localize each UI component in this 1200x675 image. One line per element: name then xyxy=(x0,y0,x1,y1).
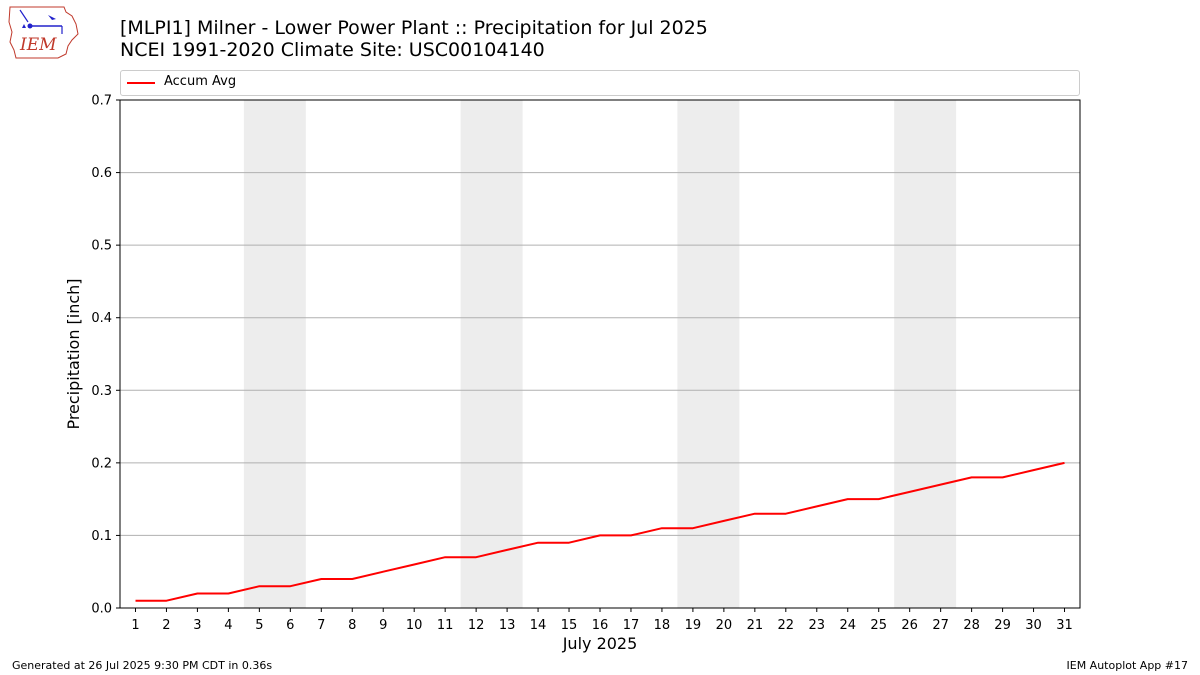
x-axis-ticks: 1 2 3 4 5 6 7 8 9 10 11 12 13 14 15 16 17 18 19 20 21 22 23 24 2… xyxy=(131,608,1073,633)
weekend-shading xyxy=(243,100,957,608)
y-tick-label: 0.1 xyxy=(91,529,112,544)
x-tick-label: 17 xyxy=(623,618,640,633)
legend-swatch-accum-avg xyxy=(127,82,155,84)
x-tick-label: 20 xyxy=(716,618,733,633)
generated-timestamp: Generated at 26 Jul 2025 9:30 PM CDT in … xyxy=(12,659,273,672)
y-axis-label: Precipitation [inch] xyxy=(64,278,83,429)
x-tick-label: 31 xyxy=(1056,618,1073,633)
y-tick-label: 0.3 xyxy=(91,384,112,399)
y-axis-ticks: 0.0 0.1 0.2 0.3 0.4 0.5 0.6 0.7 xyxy=(91,94,120,617)
x-tick-label: 9 xyxy=(379,618,387,633)
x-tick-label: 16 xyxy=(592,618,609,633)
x-tick-label: 7 xyxy=(317,618,325,633)
y-tick-label: 0.6 xyxy=(91,166,112,181)
series-line-accum-avg xyxy=(135,461,1065,602)
x-tick-label: 18 xyxy=(654,618,671,633)
iem-logo: IEM xyxy=(8,6,79,59)
x-tick-label: 5 xyxy=(255,618,263,633)
x-tick-label: 1 xyxy=(131,618,139,633)
x-tick-label: 11 xyxy=(437,618,454,633)
autoplot-app-id: IEM Autoplot App #17 xyxy=(1066,659,1189,672)
x-tick-label: 30 xyxy=(1025,618,1042,633)
x-tick-label: 12 xyxy=(468,618,485,633)
chart-subtitle: NCEI 1991-2020 Climate Site: USC00104140 xyxy=(120,39,545,61)
weekend-band xyxy=(243,100,306,608)
y-tick-label: 0.5 xyxy=(91,239,112,254)
legend-label-accum-avg: Accum Avg xyxy=(164,74,237,89)
x-tick-label: 29 xyxy=(994,618,1011,633)
x-tick-label: 19 xyxy=(685,618,702,633)
weekend-band xyxy=(460,100,523,608)
x-tick-label: 15 xyxy=(561,618,578,633)
x-tick-label: 13 xyxy=(499,618,516,633)
weekend-band xyxy=(677,100,740,608)
y-tick-label: 0.2 xyxy=(91,456,112,471)
x-tick-label: 27 xyxy=(932,618,949,633)
legend: Accum Avg xyxy=(120,70,1080,96)
x-tick-label: 25 xyxy=(870,618,887,633)
precipitation-chart: 1 2 3 4 5 6 7 8 9 10 11 12 13 14 15 16 17 18 19 20 21 22 23 24 2… xyxy=(64,94,1081,653)
x-tick-label: 21 xyxy=(747,618,764,633)
y-tick-label: 0.4 xyxy=(91,311,112,326)
x-tick-label: 2 xyxy=(162,618,170,633)
x-tick-label: 3 xyxy=(193,618,201,633)
x-tick-label: 10 xyxy=(406,618,423,633)
x-tick-label: 4 xyxy=(224,618,232,633)
x-tick-label: 26 xyxy=(901,618,918,633)
y-tick-label: 0.7 xyxy=(91,94,112,109)
y-tick-label: 0.0 xyxy=(91,602,112,617)
x-tick-label: 24 xyxy=(839,618,856,633)
x-tick-label: 22 xyxy=(778,618,795,633)
x-tick-label: 14 xyxy=(530,618,547,633)
x-tick-label: 6 xyxy=(286,618,294,633)
x-axis-label: July 2025 xyxy=(562,634,638,653)
series-layer xyxy=(135,461,1065,602)
x-tick-label: 23 xyxy=(809,618,826,633)
x-tick-label: 28 xyxy=(963,618,980,633)
chart-title: [MLPI1] Milner - Lower Power Plant :: Pr… xyxy=(120,17,708,39)
weekend-band xyxy=(894,100,957,608)
logo-text: IEM xyxy=(19,35,57,55)
x-tick-label: 8 xyxy=(348,618,356,633)
